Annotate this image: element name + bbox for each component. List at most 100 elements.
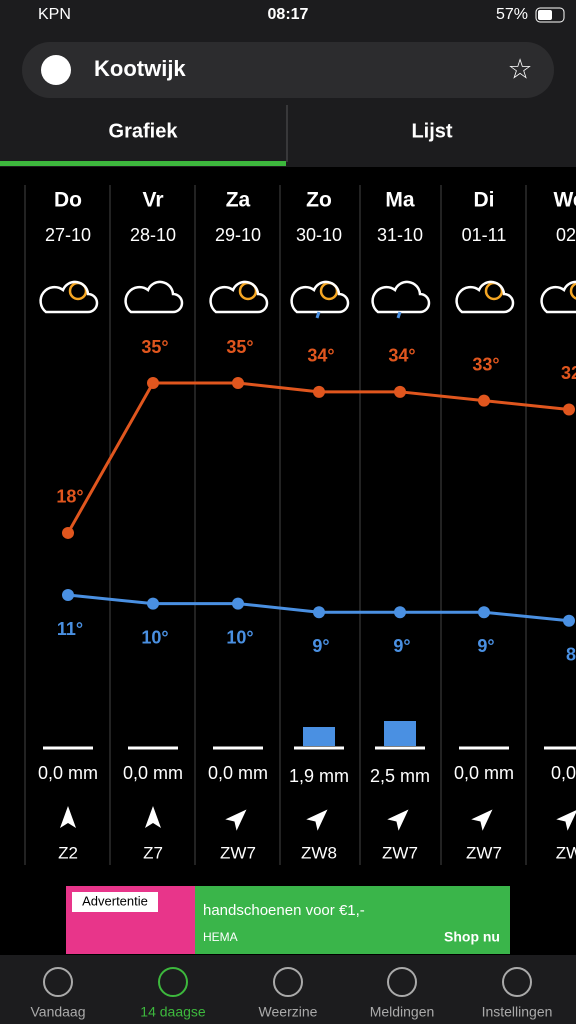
cloud-icon xyxy=(124,280,184,314)
day-name: Di xyxy=(474,189,495,212)
min-label: 10° xyxy=(141,627,168,647)
tab-list[interactable]: Lijst xyxy=(411,120,452,142)
min-line-point xyxy=(478,606,490,619)
max-line-point xyxy=(478,394,490,407)
nav-label[interactable]: 14 daagse xyxy=(140,1004,206,1020)
day-date: 30-10 xyxy=(296,225,342,245)
min-line-point xyxy=(313,606,325,619)
day-date: 28-10 xyxy=(130,225,176,245)
ad-text: handschoenen voor €1,- xyxy=(203,902,365,919)
min-label: 9° xyxy=(393,636,410,656)
min-label: 9° xyxy=(477,636,494,656)
max-line-point xyxy=(313,385,325,398)
day-name: Vr xyxy=(142,189,163,212)
ad-badge-bg xyxy=(72,892,158,912)
cloud-icon xyxy=(540,280,576,314)
clock: 08:17 xyxy=(268,6,309,23)
ad-cta[interactable]: Shop nu xyxy=(444,929,500,945)
rain-bar xyxy=(384,721,416,746)
max-label: 35° xyxy=(141,337,168,357)
max-line-point xyxy=(232,377,244,389)
day-name: Za xyxy=(226,189,251,212)
wind-arrow xyxy=(471,809,493,831)
rain-label: 0,0 r xyxy=(551,763,576,783)
wind-label: ZW7 xyxy=(466,843,502,862)
nav-bar xyxy=(0,955,576,1024)
chart: Do 27-10 18° 11° 0,0 mm Z2 Vr 28-10 35° 10° 0,0 mm… xyxy=(24,185,576,865)
day-date: 29-10 xyxy=(215,225,261,245)
sun-icon xyxy=(569,282,576,300)
favorite-star[interactable]: ☆ xyxy=(507,53,532,84)
wind-label: ZW xyxy=(556,843,576,862)
tab-indicator xyxy=(0,161,286,166)
battery-level xyxy=(538,10,552,20)
max-line-point xyxy=(62,526,74,539)
day-name: Do xyxy=(54,189,82,212)
min-line-point xyxy=(394,606,406,619)
nav-label[interactable]: Meldingen xyxy=(370,1004,435,1020)
tab-graph[interactable]: Grafiek xyxy=(109,120,179,142)
max-label: 33° xyxy=(472,354,499,374)
day-name: We xyxy=(553,189,576,212)
rain-label: 0,0 mm xyxy=(208,763,268,783)
location: Kootwijk xyxy=(94,56,186,81)
nav-label[interactable]: Weerzine xyxy=(259,1004,318,1020)
wind-arrow xyxy=(225,809,247,831)
rain-drop xyxy=(315,311,321,319)
ad-badge: Advertentie xyxy=(82,893,148,908)
nav-icon[interactable] xyxy=(43,967,73,997)
wind-label: ZW8 xyxy=(301,843,337,862)
ad-brand: HEMA xyxy=(203,930,238,944)
nav-icon[interactable] xyxy=(158,967,188,997)
max-label: 35° xyxy=(226,337,253,357)
nav-icon[interactable] xyxy=(502,967,532,997)
min-label: 11° xyxy=(57,619,83,639)
nav-icon[interactable] xyxy=(387,967,417,997)
rain-bar xyxy=(303,727,335,746)
day-date: 01-11 xyxy=(462,225,507,245)
max-label: 18° xyxy=(56,487,83,507)
wind-label: ZW7 xyxy=(220,843,256,862)
cloud-icon xyxy=(209,280,269,314)
rain-label: 2,5 mm xyxy=(370,766,430,786)
max-label: 34° xyxy=(307,346,334,366)
search-bar[interactable] xyxy=(22,42,554,98)
cloud-icon xyxy=(39,280,99,314)
rain-drop xyxy=(396,311,402,319)
nav: Vandaag 14 daagse Weerzine Meldingen Instell… xyxy=(30,967,553,1020)
max-line-point xyxy=(394,385,406,398)
wind-arrow xyxy=(145,806,161,828)
min-label: 10° xyxy=(226,627,253,647)
nav-icon[interactable] xyxy=(273,967,303,997)
day-name: Zo xyxy=(306,189,332,212)
min-label: 9° xyxy=(312,636,329,656)
min-line-point xyxy=(563,614,575,627)
wind-arrow xyxy=(387,809,409,831)
cloud-icon xyxy=(371,280,431,314)
min-line-point xyxy=(147,597,159,610)
logo xyxy=(41,55,71,85)
nav-label[interactable]: Instellingen xyxy=(482,1004,553,1020)
day-date: 02- xyxy=(556,225,576,245)
wind-label: Z7 xyxy=(143,843,163,862)
min-line-point xyxy=(232,597,244,610)
battery-icon xyxy=(535,7,565,23)
wind-arrow xyxy=(556,809,576,831)
wind-arrow xyxy=(306,809,328,831)
wind-arrow xyxy=(60,806,76,828)
wind-label: ZW7 xyxy=(382,843,418,862)
nav-label[interactable]: Vandaag xyxy=(30,1004,85,1020)
rain-label: 0,0 mm xyxy=(123,763,183,783)
max-line-point xyxy=(147,377,159,389)
cloud-icon xyxy=(290,280,350,314)
carrier: KPN xyxy=(38,6,71,23)
max-label: 32 xyxy=(561,363,576,383)
wind-label: Z2 xyxy=(58,843,78,862)
rain-label: 0,0 mm xyxy=(38,763,98,783)
max-label: 34° xyxy=(388,346,415,366)
min-label: 8 xyxy=(566,645,576,665)
day-date: 31-10 xyxy=(377,225,423,245)
cloud-icon xyxy=(455,280,515,314)
